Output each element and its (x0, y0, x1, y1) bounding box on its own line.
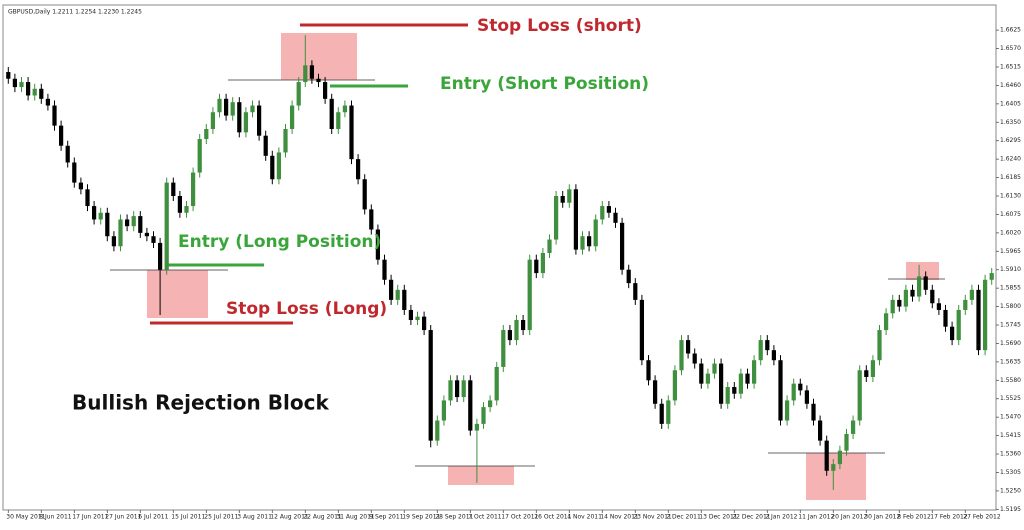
x-tick-label: 31 Aug 2011 (336, 514, 375, 521)
x-tick-label: 15 Jul 2011 (171, 514, 205, 521)
y-tick-label: 1.5690 (1000, 340, 1021, 347)
y-tick-label: 1.5525 (1000, 395, 1021, 402)
x-tick-label: 26 Oct 2011 (534, 514, 571, 521)
y-tick-label: 1.5580 (1000, 377, 1021, 384)
y-tick-label: 1.6130 (1000, 193, 1021, 200)
x-tick-label: 28 Sep 2011 (435, 514, 473, 521)
y-tick-label: 1.6515 (1000, 63, 1021, 70)
x-tick-label: 17 Feb 2012 (930, 514, 968, 521)
x-tick-label: 22 Dec 2011 (732, 514, 771, 521)
annotation: Stop Loss (short) (477, 16, 642, 36)
y-tick-label: 1.6460 (1000, 82, 1021, 89)
zone-box (147, 270, 208, 318)
zone-box (806, 453, 866, 500)
x-tick-label: 27 Jun 2011 (105, 514, 141, 521)
y-tick-label: 1.6350 (1000, 119, 1021, 126)
y-tick-label: 1.6295 (1000, 137, 1021, 144)
x-tick-label: 8 Feb 2012 (897, 514, 931, 521)
x-tick-label: 8 Jun 2011 (39, 514, 71, 521)
y-tick-label: 1.5305 (1000, 469, 1021, 476)
x-tick-label: 30 Jan 2012 (864, 514, 900, 521)
y-tick-label: 1.5360 (1000, 451, 1021, 458)
annotation: Entry (Long Position) (178, 232, 381, 252)
x-tick-label: 17 Oct 2011 (501, 514, 538, 521)
x-tick-label: 6 Jul 2011 (138, 514, 168, 521)
annotation: Entry (Short Position) (440, 74, 649, 94)
x-tick-label: 23 Nov 2011 (633, 514, 672, 521)
x-tick-label: 27 Feb 2012 (963, 514, 1001, 521)
y-tick-label: 1.5470 (1000, 414, 1021, 421)
x-tick-label: 20 Jan 2012 (831, 514, 867, 521)
y-tick-label: 1.6185 (1000, 174, 1021, 181)
y-tick-label: 1.5965 (1000, 248, 1021, 255)
x-tick-label: 12 Aug 2011 (270, 514, 309, 521)
chart-header: GBPUSD,Daily 1.2211 1.2254 1.2230 1.2245 (8, 9, 142, 16)
y-tick-label: 1.6075 (1000, 211, 1021, 218)
x-tick-label: 7 Oct 2011 (468, 514, 501, 521)
annotation: Bullish Rejection Block (72, 391, 329, 415)
annotation-layer (110, 23, 945, 500)
y-tick-label: 1.5635 (1000, 358, 1021, 365)
x-tick-label: 13 Dec 2011 (699, 514, 738, 521)
y-tick-label: 1.5195 (1000, 506, 1021, 513)
zone-box (906, 262, 939, 280)
x-tick-label: 2 Jan 2012 (765, 514, 797, 521)
y-tick-label: 1.6625 (1000, 27, 1021, 34)
y-tick-label: 1.5745 (1000, 322, 1021, 329)
x-tick-label: 30 May 2011 (6, 514, 45, 521)
y-tick-label: 1.6240 (1000, 156, 1021, 163)
x-tick-label: 19 Sep 2011 (402, 514, 440, 521)
x-tick-label: 4 Nov 2011 (567, 514, 602, 521)
x-tick-label: 14 Nov 2011 (600, 514, 639, 521)
y-tick-label: 1.6570 (1000, 45, 1021, 52)
x-tick-label: 22 Aug 2011 (303, 514, 342, 521)
x-tick-label: 17 Jun 2011 (72, 514, 108, 521)
annotation: Stop Loss (Long) (226, 299, 387, 319)
y-tick-label: 1.5800 (1000, 303, 1021, 310)
x-tick-label: 25 Jul 2011 (204, 514, 238, 521)
zone-box (281, 33, 357, 80)
y-tick-label: 1.6405 (1000, 100, 1021, 107)
y-tick-label: 1.6020 (1000, 229, 1021, 236)
y-tick-label: 1.5855 (1000, 285, 1021, 292)
zone-box (448, 466, 514, 485)
y-tick-label: 1.5910 (1000, 266, 1021, 273)
x-tick-label: 2 Dec 2011 (666, 514, 701, 521)
x-tick-label: 3 Aug 2011 (237, 514, 272, 521)
y-tick-label: 1.5415 (1000, 432, 1021, 439)
x-tick-label: 9 Sep 2011 (369, 514, 403, 521)
x-tick-label: 11 Jan 2012 (798, 514, 834, 521)
y-tick-label: 1.5250 (1000, 487, 1021, 494)
